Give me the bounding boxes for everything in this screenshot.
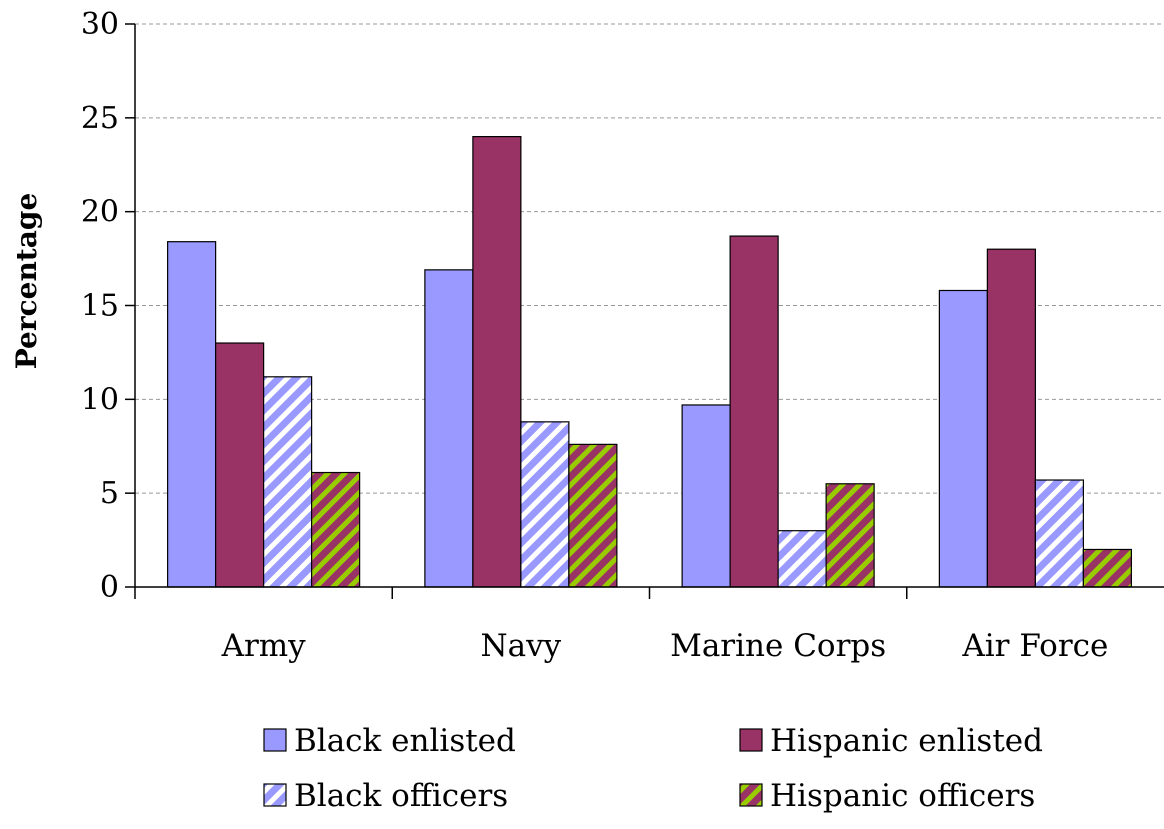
bar-black-officers xyxy=(520,421,570,588)
legend-label-black-enlisted: Black enlisted xyxy=(294,723,516,759)
y-tick-label: 30 xyxy=(81,7,119,42)
x-category-labels: Army Navy Marine Corps Air Force xyxy=(221,628,1109,664)
legend-label-hispanic-enlisted: Hispanic enlisted xyxy=(770,723,1043,759)
x-category-label: Navy xyxy=(481,628,562,664)
legend-swatch-hispanic-officers xyxy=(739,783,763,807)
legend-swatch-black-officers xyxy=(263,783,287,807)
bar-black-officers xyxy=(777,530,827,588)
bar-hispanic-officers xyxy=(1082,548,1132,588)
y-tick-label: 20 xyxy=(81,195,119,230)
bar-black-officers xyxy=(1034,479,1084,588)
bar-hispanic-officers xyxy=(825,483,875,588)
bar-black-enlisted xyxy=(424,269,474,588)
bar-black-enlisted xyxy=(681,404,731,588)
y-axis-title: Percentage xyxy=(10,193,43,370)
bar-hispanic-enlisted xyxy=(729,235,779,588)
legend-swatch-black-enlisted xyxy=(263,728,287,752)
y-tick-label: 25 xyxy=(81,101,119,136)
y-tick-label: 10 xyxy=(81,382,119,417)
legend-swatch-hispanic-enlisted xyxy=(739,728,763,752)
legend: Black enlisted Hispanic enlisted Black off… xyxy=(263,723,1043,814)
bar-hispanic-enlisted xyxy=(472,136,522,588)
bar-hispanic-enlisted xyxy=(986,248,1036,588)
bar-black-enlisted xyxy=(938,289,988,588)
y-tick-label: 15 xyxy=(81,289,119,324)
x-category-label: Marine Corps xyxy=(670,628,886,664)
bar-hispanic-officers xyxy=(311,471,361,588)
bar-black-officers xyxy=(263,376,313,588)
y-tick-label: 5 xyxy=(100,476,119,511)
x-category-label: Army xyxy=(221,628,307,664)
bar-black-enlisted xyxy=(167,241,217,588)
x-category-label: Air Force xyxy=(961,628,1108,664)
bar-hispanic-enlisted xyxy=(215,342,265,588)
bars xyxy=(167,136,1132,588)
y-tick-label: 0 xyxy=(100,570,119,605)
y-tick-labels: 0 5 10 15 20 25 30 xyxy=(81,7,119,605)
legend-label-black-officers: Black officers xyxy=(294,778,508,814)
legend-label-hispanic-officers: Hispanic officers xyxy=(770,778,1035,814)
bar-hispanic-officers xyxy=(568,443,618,588)
axes xyxy=(125,23,1164,599)
